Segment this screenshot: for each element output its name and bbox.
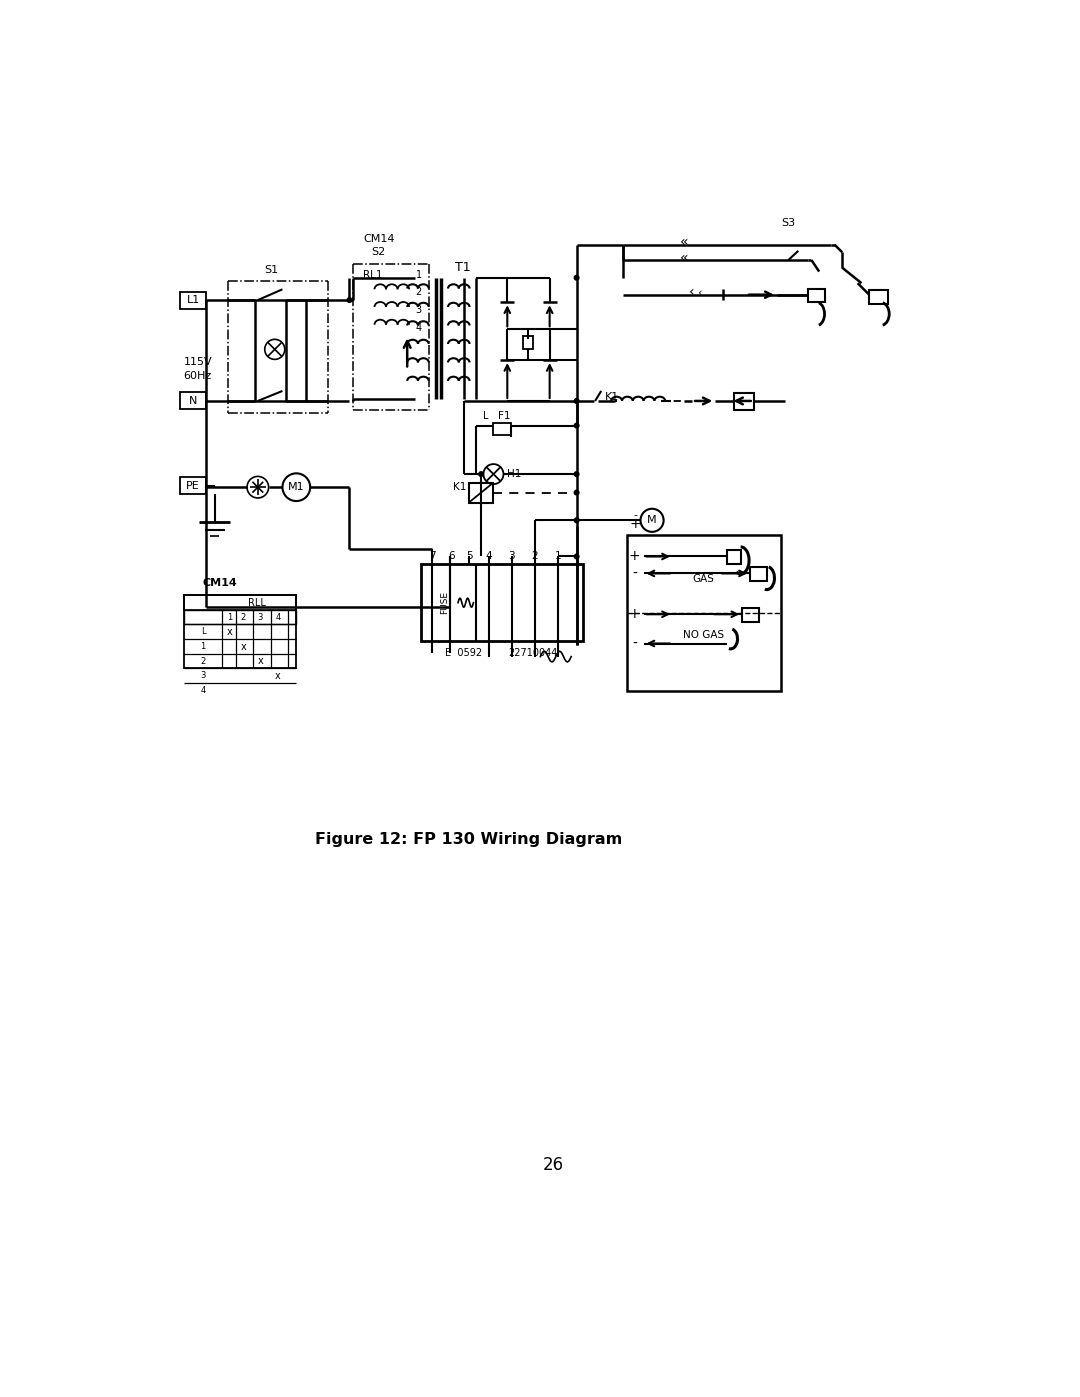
Text: 4: 4 (275, 613, 281, 622)
Text: 22710044: 22710044 (508, 648, 557, 658)
Bar (727, 550, 741, 564)
Text: 3: 3 (416, 305, 422, 316)
Circle shape (575, 490, 579, 495)
Circle shape (575, 555, 579, 559)
Circle shape (347, 298, 352, 302)
Bar (523, 335, 534, 349)
Text: N: N (189, 395, 198, 407)
Circle shape (575, 275, 579, 279)
Circle shape (478, 472, 484, 476)
Text: -: - (632, 637, 637, 651)
Bar (492, 422, 511, 434)
Text: S1: S1 (264, 265, 278, 275)
Bar (184, 595, 296, 668)
Circle shape (575, 518, 579, 522)
Text: -: - (633, 510, 637, 520)
Text: +: + (629, 549, 640, 563)
Text: «: « (680, 235, 689, 249)
Text: «: « (680, 250, 689, 264)
Text: S2: S2 (372, 246, 386, 257)
Text: x: x (227, 627, 232, 637)
Text: +: + (630, 517, 640, 531)
Circle shape (575, 423, 579, 427)
Circle shape (575, 398, 579, 404)
Text: K1: K1 (454, 482, 467, 492)
Bar (421, 564, 583, 641)
Bar (180, 393, 206, 409)
Text: S3: S3 (781, 218, 795, 228)
Bar (742, 608, 759, 622)
Text: 4: 4 (486, 552, 492, 562)
Text: GAS: GAS (692, 574, 715, 584)
Text: x: x (275, 671, 281, 680)
Text: 6: 6 (448, 552, 455, 562)
Text: 4: 4 (201, 686, 206, 694)
Text: 1: 1 (555, 552, 562, 562)
Text: L: L (483, 411, 488, 422)
Text: RL1: RL1 (363, 270, 382, 279)
Text: 7: 7 (429, 552, 436, 562)
Text: NO GAS: NO GAS (683, 630, 725, 640)
Bar (750, 567, 767, 581)
Text: 2: 2 (201, 657, 206, 666)
Text: 2: 2 (531, 552, 538, 562)
Text: L1: L1 (187, 295, 200, 305)
Text: 26: 26 (543, 1155, 564, 1173)
Circle shape (575, 472, 579, 476)
Text: x: x (241, 641, 246, 651)
Text: 1: 1 (227, 613, 232, 622)
Text: +: + (629, 608, 640, 622)
Text: E  0592: E 0592 (445, 648, 482, 658)
Text: 3: 3 (509, 552, 515, 562)
Bar (869, 291, 889, 305)
Text: PE: PE (186, 481, 200, 490)
Bar (180, 292, 206, 309)
Bar (469, 482, 494, 503)
Text: L: L (201, 627, 205, 637)
Text: RLL: RLL (247, 598, 266, 608)
Text: M1: M1 (288, 482, 305, 492)
Text: FUSE: FUSE (440, 591, 448, 615)
Text: 60Hz: 60Hz (184, 370, 212, 380)
Text: 1: 1 (416, 270, 422, 279)
Text: H1: H1 (507, 469, 521, 479)
Text: x: x (257, 657, 264, 666)
Text: F1: F1 (498, 411, 511, 422)
Text: CM14: CM14 (203, 578, 238, 588)
Bar (180, 478, 206, 495)
Bar (626, 535, 781, 692)
Bar (808, 289, 824, 302)
Bar (184, 595, 296, 610)
Text: 115V: 115V (184, 358, 212, 367)
Text: 3: 3 (201, 672, 206, 680)
Text: M: M (647, 515, 657, 525)
Text: -: - (632, 566, 637, 580)
Text: K1: K1 (605, 393, 619, 402)
Text: ‹: ‹ (689, 285, 694, 299)
Text: 3: 3 (257, 613, 262, 622)
Bar (184, 610, 296, 624)
Text: ‹: ‹ (698, 288, 702, 298)
Text: CM14: CM14 (363, 235, 394, 244)
Text: T1: T1 (455, 261, 471, 274)
Text: 2: 2 (241, 613, 246, 622)
Bar (734, 393, 754, 411)
Text: 5: 5 (467, 552, 473, 562)
Text: 4: 4 (416, 323, 422, 332)
Text: 2: 2 (416, 288, 422, 298)
Text: Figure 12: FP 130 Wiring Diagram: Figure 12: FP 130 Wiring Diagram (315, 833, 622, 848)
Text: 1: 1 (201, 643, 206, 651)
